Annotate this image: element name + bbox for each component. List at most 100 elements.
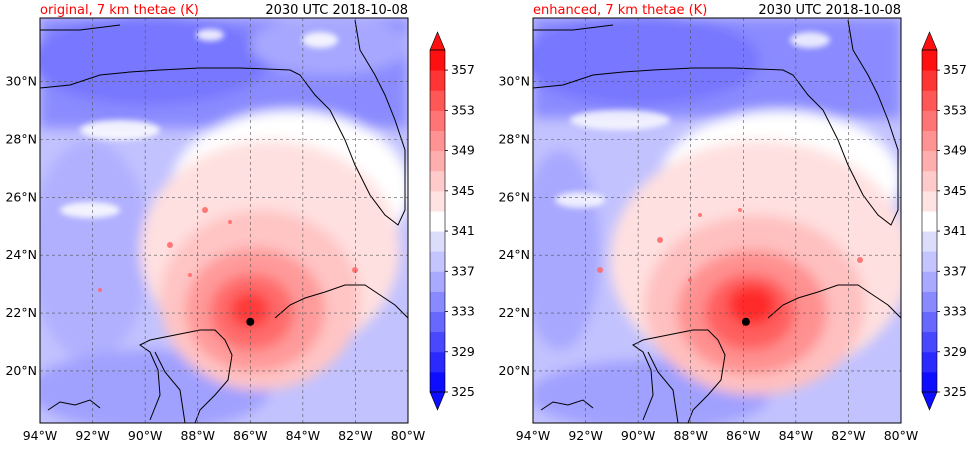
lon-tick-label: 80°W: [391, 428, 426, 443]
colorbar-tick-label: 333: [451, 304, 475, 319]
right-lat-ticks: 20°N 22°N 24°N 26°N 28°N 30°N: [498, 74, 530, 378]
colorbar-segment: [430, 170, 445, 192]
lat-tick-label: 22°N: [498, 305, 530, 320]
lon-tick-label: 82°W: [831, 428, 866, 443]
right-lon-ticks: 94°W 92°W 90°W 88°W 86°W 84°W 82°W 80°W: [516, 428, 919, 443]
lat-tick-label: 26°N: [5, 189, 37, 204]
lat-tick-label: 20°N: [5, 363, 37, 378]
left-thetae-field: [40, 18, 408, 423]
lon-tick-label: 88°W: [180, 428, 215, 443]
colorbar-segment: [430, 190, 445, 212]
colorbar-tick-label: 349: [943, 143, 967, 158]
colorbar-segment: [430, 110, 445, 131]
colorbar-segment: [922, 291, 937, 313]
colorbar-segment: [922, 371, 937, 393]
colorbar-segment: [922, 351, 937, 373]
lon-tick-label: 86°W: [726, 428, 761, 443]
lon-tick-label: 90°W: [621, 428, 656, 443]
left-map-panel: original, 7 km thetae (K) 2030 UTC 2018-…: [5, 3, 425, 443]
lon-tick-label: 86°W: [233, 428, 268, 443]
colorbar-tick-label: 345: [943, 183, 967, 198]
colorbar-segment: [922, 210, 937, 232]
colorbar-segment: [430, 271, 445, 292]
colorbar-segment: [922, 331, 937, 353]
colorbar-segment: [922, 130, 937, 152]
colorbar-segment: [430, 291, 445, 313]
colorbar-tick-label: 333: [943, 304, 967, 319]
right-panel-title: enhanced, 7 km thetae (K): [533, 3, 707, 18]
colorbar-segment: [430, 90, 445, 111]
left-panel-time: 2030 UTC 2018-10-08: [265, 3, 408, 18]
colorbar-tick-label: 353: [943, 102, 967, 117]
left-lon-ticks: 94°W 92°W 90°W 88°W 86°W 84°W 82°W 80°W: [23, 428, 426, 443]
lat-tick-label: 24°N: [498, 247, 530, 262]
colorbar-tick-label: 329: [943, 344, 967, 359]
colorbar-segment: [922, 190, 937, 212]
colorbar-segment: [922, 50, 937, 71]
lat-tick-label: 30°N: [498, 74, 530, 89]
colorbar-segment: [430, 210, 445, 232]
colorbar-extend-min-arrow: [429, 391, 446, 411]
colorbar-tick-label: 329: [451, 344, 475, 359]
colorbar-segment: [430, 351, 445, 373]
lat-tick-label: 28°N: [498, 132, 530, 147]
colorbar-segment: [430, 371, 445, 393]
colorbar-tick-label: 357: [451, 62, 475, 77]
lat-tick-label: 28°N: [5, 132, 37, 147]
colorbar-segment: [430, 251, 445, 272]
colorbar-tick-label: 349: [451, 143, 475, 158]
colorbar-segment: [430, 231, 445, 252]
left-map-frame: [39, 17, 409, 424]
right-storm-center-marker: [741, 317, 750, 326]
right-colorbar: 325 329 333 337 341 345 349 353 357: [921, 31, 967, 411]
lon-tick-label: 80°W: [884, 428, 919, 443]
colorbar-segment: [922, 231, 937, 252]
lon-tick-label: 94°W: [516, 428, 551, 443]
colorbar-tick-label: 341: [943, 223, 967, 238]
colorbar-segment: [430, 311, 445, 333]
colorbar-tick-label: 353: [451, 102, 475, 117]
colorbar-segment: [922, 271, 937, 292]
right-map-panel: enhanced, 7 km thetae (K) 2030 UTC 2018-…: [498, 3, 918, 443]
lat-tick-label: 24°N: [5, 247, 37, 262]
colorbar-segment: [430, 70, 445, 91]
lat-tick-label: 20°N: [498, 363, 530, 378]
colorbar-segment: [430, 150, 445, 172]
colorbar-segment: [922, 90, 937, 111]
colorbar-segment: [430, 50, 445, 71]
right-panel-time: 2030 UTC 2018-10-08: [758, 3, 901, 18]
right-map-frame: [532, 17, 902, 424]
colorbar-extend-max-arrow: [921, 31, 938, 51]
lon-tick-label: 94°W: [23, 428, 58, 443]
colorbar-segment: [922, 311, 937, 333]
colorbar-segment: [922, 170, 937, 192]
lat-tick-label: 22°N: [5, 305, 37, 320]
colorbar-tick-label: 325: [451, 384, 475, 399]
left-storm-center-marker: [246, 317, 255, 326]
colorbar-segment: [922, 251, 937, 272]
right-gridlines: [533, 18, 901, 423]
lon-tick-label: 92°W: [75, 428, 110, 443]
colorbar-tick-label: 345: [451, 183, 475, 198]
left-colorbar: 325 329 333 337 341 345 349 353 357: [429, 31, 475, 411]
lon-tick-label: 90°W: [128, 428, 163, 443]
lat-tick-label: 26°N: [498, 189, 530, 204]
colorbar-segment: [430, 130, 445, 152]
colorbar-segment: [430, 331, 445, 353]
colorbar-segment: [922, 110, 937, 131]
left-lat-ticks: 20°N 22°N 24°N 26°N 28°N 30°N: [5, 74, 37, 378]
colorbar-tick-label: 337: [943, 263, 967, 278]
colorbar-tick-label: 325: [943, 384, 967, 399]
colorbar-tick-label: 337: [451, 263, 475, 278]
left-panel-title: original, 7 km thetae (K): [40, 3, 199, 18]
colorbar-extend-max-arrow: [429, 31, 446, 51]
right-thetae-field: [533, 18, 901, 423]
lon-tick-label: 82°W: [338, 428, 373, 443]
colorbar-tick-label: 341: [451, 223, 475, 238]
lon-tick-label: 88°W: [673, 428, 708, 443]
lon-tick-label: 92°W: [568, 428, 603, 443]
colorbar-segment: [922, 150, 937, 172]
colorbar-segment: [922, 70, 937, 91]
colorbar-extend-min-arrow: [921, 391, 938, 411]
